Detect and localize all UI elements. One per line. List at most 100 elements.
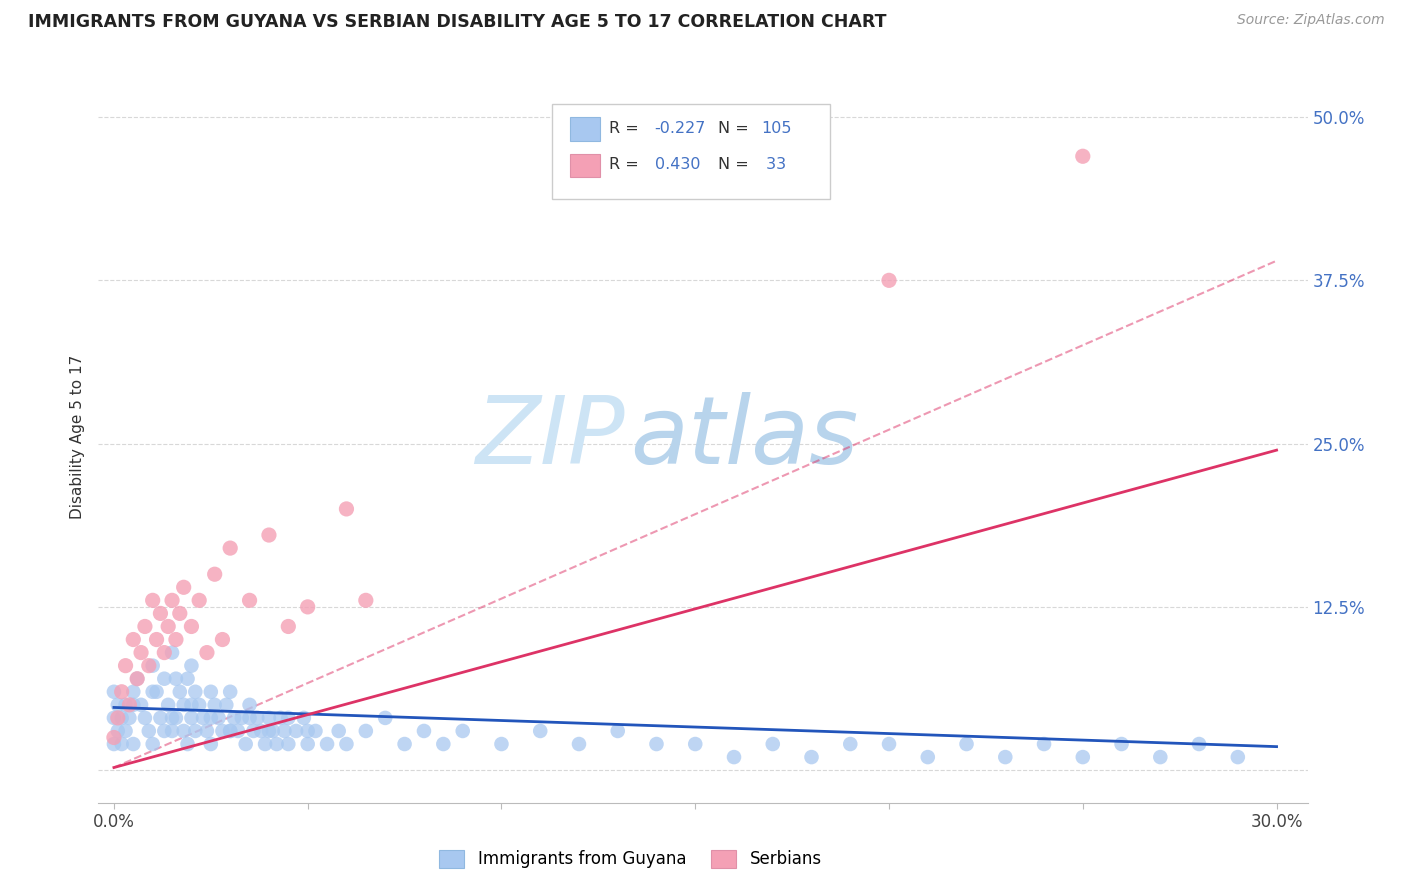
Point — [149, 607, 172, 621]
Point — [316, 737, 339, 751]
Point — [219, 723, 242, 738]
Point — [165, 632, 187, 647]
Point — [211, 723, 233, 738]
Text: ZIP: ZIP — [475, 392, 624, 483]
Point — [266, 737, 288, 751]
Point — [127, 672, 149, 686]
Point — [683, 737, 706, 751]
Point — [257, 528, 280, 542]
Point — [160, 646, 183, 660]
Point — [157, 619, 180, 633]
Point — [1071, 149, 1094, 163]
Point — [222, 711, 245, 725]
Point — [239, 698, 262, 712]
Point — [107, 698, 129, 712]
Point — [645, 737, 668, 751]
Point — [107, 723, 129, 738]
Point — [103, 737, 125, 751]
Point — [955, 737, 977, 751]
Point — [215, 698, 238, 712]
Point — [103, 685, 125, 699]
Point — [335, 737, 357, 751]
Point — [114, 658, 136, 673]
Point — [142, 658, 165, 673]
Point — [165, 672, 187, 686]
Point — [122, 737, 145, 751]
Point — [211, 632, 233, 647]
Point — [200, 737, 222, 751]
Point — [994, 750, 1017, 764]
Point — [204, 698, 226, 712]
Text: 105: 105 — [761, 121, 792, 136]
Point — [1188, 737, 1211, 751]
Point — [200, 711, 222, 725]
Point — [262, 723, 284, 738]
Point — [184, 685, 207, 699]
Point — [111, 711, 134, 725]
Point — [134, 711, 156, 725]
Point — [219, 685, 242, 699]
Point — [165, 711, 187, 725]
Point — [235, 737, 257, 751]
Point — [142, 593, 165, 607]
Point — [491, 737, 513, 751]
Point — [118, 711, 141, 725]
Point — [242, 723, 264, 738]
Point — [219, 541, 242, 555]
Text: N =: N = — [717, 158, 754, 172]
Point — [122, 685, 145, 699]
Text: -0.227: -0.227 — [655, 121, 706, 136]
Point — [145, 632, 167, 647]
Point — [394, 737, 416, 751]
Point — [877, 737, 900, 751]
Point — [188, 593, 211, 607]
Point — [297, 599, 319, 614]
Point — [180, 658, 202, 673]
Point — [568, 737, 591, 751]
Point — [134, 619, 156, 633]
Point — [877, 273, 900, 287]
Point — [188, 698, 211, 712]
Point — [142, 685, 165, 699]
Point — [180, 711, 202, 725]
Point — [195, 723, 218, 738]
Point — [723, 750, 745, 764]
Point — [173, 698, 195, 712]
Text: Source: ZipAtlas.com: Source: ZipAtlas.com — [1237, 13, 1385, 28]
Point — [270, 711, 292, 725]
Point — [1111, 737, 1133, 751]
Point — [762, 737, 785, 751]
Point — [451, 723, 474, 738]
Point — [297, 737, 319, 751]
Point — [839, 737, 862, 751]
Point — [432, 737, 454, 751]
Point — [173, 723, 195, 738]
Point — [277, 619, 299, 633]
Point — [257, 723, 280, 738]
Point — [239, 711, 262, 725]
Point — [103, 731, 125, 745]
Point — [606, 723, 628, 738]
Point — [114, 723, 136, 738]
Point — [114, 698, 136, 712]
FancyBboxPatch shape — [551, 104, 830, 200]
Point — [191, 711, 214, 725]
Text: R =: R = — [609, 121, 644, 136]
Point — [180, 698, 202, 712]
Text: atlas: atlas — [630, 392, 859, 483]
Point — [176, 737, 198, 751]
Point — [149, 711, 172, 725]
Point — [354, 593, 377, 607]
Point — [111, 737, 134, 751]
Text: IMMIGRANTS FROM GUYANA VS SERBIAN DISABILITY AGE 5 TO 17 CORRELATION CHART: IMMIGRANTS FROM GUYANA VS SERBIAN DISABI… — [28, 13, 887, 31]
Bar — [569, 118, 600, 141]
Point — [107, 711, 129, 725]
Point — [118, 698, 141, 712]
Point — [169, 685, 191, 699]
Point — [207, 711, 229, 725]
Point — [138, 658, 160, 673]
Point — [292, 711, 315, 725]
Point — [145, 685, 167, 699]
Point — [1033, 737, 1056, 751]
Text: N =: N = — [717, 121, 754, 136]
